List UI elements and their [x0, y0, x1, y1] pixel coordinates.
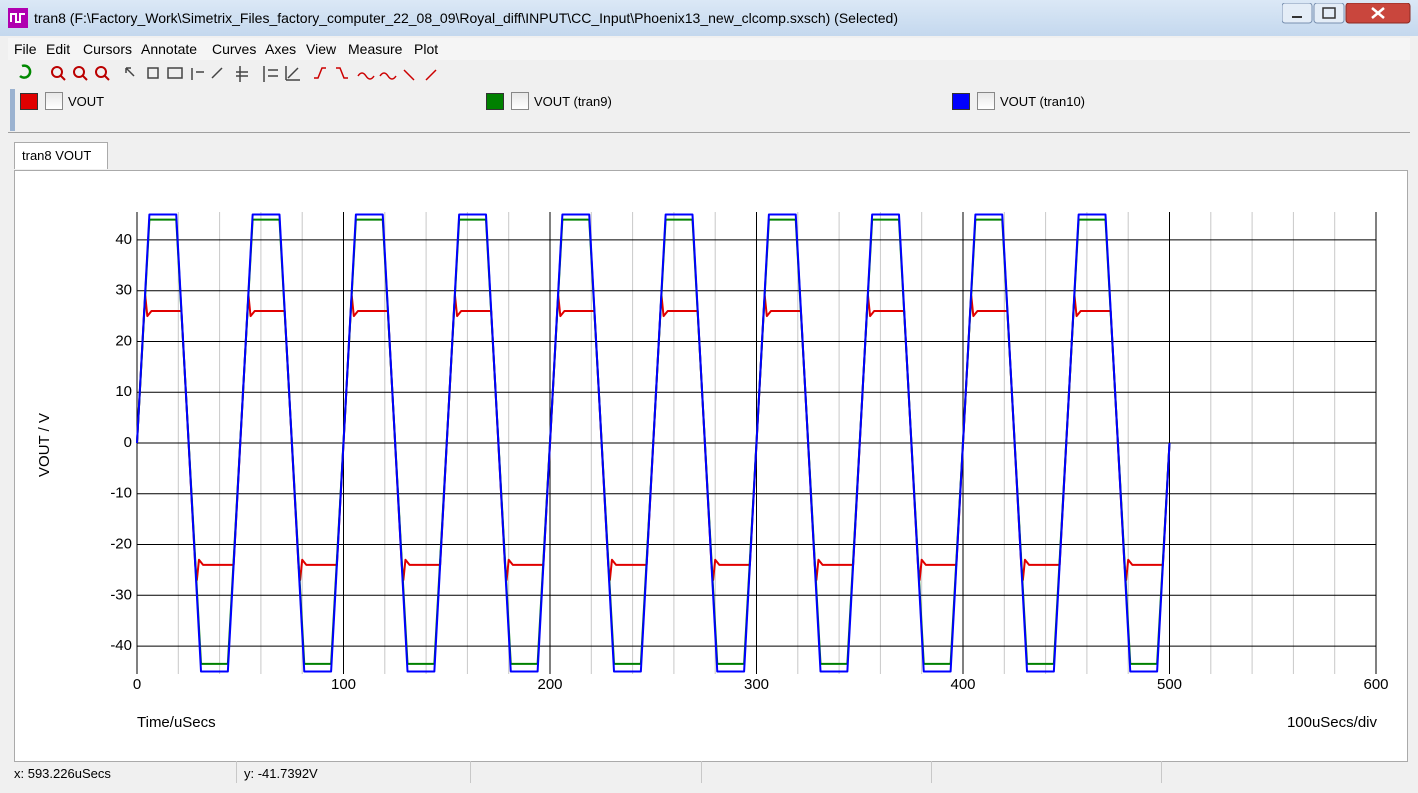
window-controls[interactable]: [1282, 3, 1412, 25]
chart: VOUT / V Time/uSecs 100uSecs/div -40 -30 -…: [36, 212, 1389, 731]
app-icon: [8, 8, 28, 28]
separator: [701, 761, 702, 783]
legend-label: VOUT (tran9): [534, 94, 612, 109]
y-tick-label: 30: [115, 282, 132, 299]
plot-panel: VOUT / V Time/uSecs 100uSecs/div -40 -30 -…: [14, 170, 1408, 762]
legend-checkbox[interactable]: [45, 92, 63, 110]
legend: VOUT VOUT (tran9) VOUT (tran10): [8, 87, 1410, 133]
y-tick-label: -30: [110, 586, 132, 603]
y-tick-label: -40: [110, 637, 132, 654]
x-tick-label: 600: [1363, 676, 1388, 693]
measure-icons[interactable]: [314, 67, 437, 81]
status-y: y: -41.7392V: [244, 766, 318, 781]
separator: [931, 761, 932, 783]
separator: [236, 761, 237, 783]
legend-label: VOUT: [68, 94, 105, 109]
minimize-button[interactable]: [1282, 3, 1313, 24]
status-x: x: 593.226uSecs: [14, 766, 111, 781]
legend-swatch: [952, 93, 970, 110]
series-line: [136, 213, 1171, 673]
tab-label[interactable]: tran8 VOUT: [22, 148, 92, 163]
y-tick-label: 40: [115, 231, 132, 248]
status-bar: x: 593.226uSecs y: -41.7392V: [8, 761, 1410, 787]
menu-bar: File Edit Cursors Annotate Curves Axes V…: [8, 38, 1410, 60]
x-tick-label: 300: [744, 676, 769, 693]
menu-item[interactable]: Axes: [265, 41, 297, 57]
x-tick-label: 100: [331, 676, 356, 693]
menu-item[interactable]: File: [14, 41, 37, 57]
maximize-button[interactable]: [1313, 3, 1345, 24]
separator: [470, 761, 471, 783]
menu-item[interactable]: Annotate: [141, 41, 198, 57]
menu-item[interactable]: Edit: [46, 41, 71, 57]
y-axis-label: VOUT / V: [36, 413, 53, 477]
x-tick-label: 500: [1157, 676, 1182, 693]
undo-icon[interactable]: [19, 64, 32, 79]
menu-item[interactable]: Cursors: [83, 41, 133, 57]
y-tick-label: -20: [110, 536, 132, 553]
zoom-icons[interactable]: [51, 66, 110, 81]
menu-item[interactable]: View: [306, 41, 337, 57]
x-tick-label: 200: [537, 676, 562, 693]
title-bar: tran8 (F:\Factory_Work\Simetrix_Files_fa…: [0, 0, 1418, 36]
y-tick-label: 0: [124, 434, 132, 451]
menu-item[interactable]: Plot: [414, 41, 439, 57]
menu-item[interactable]: Curves: [212, 41, 257, 57]
x-axis-label: Time/uSecs: [137, 714, 216, 731]
legend-checkbox[interactable]: [977, 92, 995, 110]
tool-icons[interactable]: [125, 66, 300, 82]
x-scale-note: 100uSecs/div: [1287, 714, 1378, 731]
y-tick-label: 10: [115, 383, 132, 400]
y-tick-label: 20: [115, 332, 132, 349]
x-tick-label: 0: [133, 676, 141, 693]
toolbar: [19, 64, 437, 82]
separator: [1161, 761, 1162, 783]
legend-grip: [10, 89, 15, 131]
legend-swatch: [486, 93, 504, 110]
menu-item[interactable]: Measure: [348, 41, 403, 57]
plot-tab[interactable]: tran8 VOUT: [14, 142, 108, 169]
legend-label: VOUT (tran10): [1000, 94, 1086, 109]
y-tick-label: -10: [110, 485, 132, 502]
legend-swatch: [20, 93, 38, 110]
legend-checkbox[interactable]: [511, 92, 529, 110]
x-tick-label: 400: [950, 676, 975, 693]
window-title: tran8 (F:\Factory_Work\Simetrix_Files_fa…: [34, 10, 898, 26]
